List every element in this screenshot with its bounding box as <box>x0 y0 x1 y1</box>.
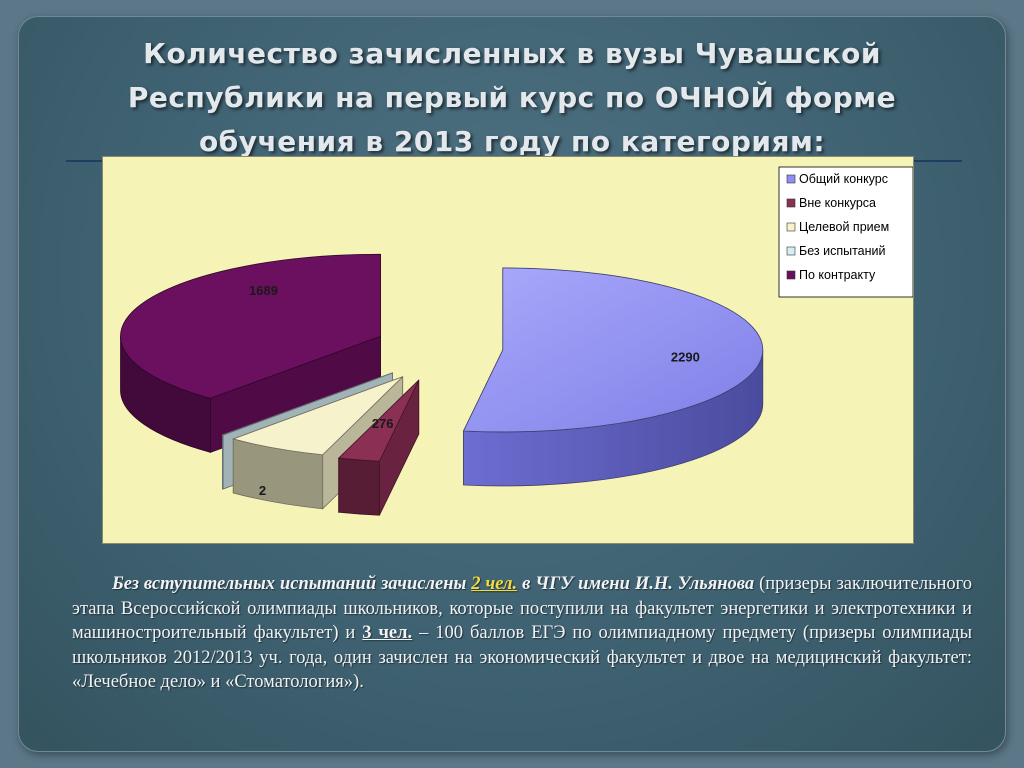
data-label-3: 276 <box>372 416 394 431</box>
legend-label-3: Целевой прием <box>799 220 889 234</box>
legend-swatch-5 <box>786 270 796 280</box>
chart-legend: Общий конкурс Вне конкурса Целевой прием Бе… <box>778 166 913 298</box>
body-paragraph: Без вступительных испытаний зачислены 2 … <box>72 572 972 695</box>
data-label-2: 112 <box>418 540 439 543</box>
data-label-5: 1689 <box>249 283 278 298</box>
title-line: Количество зачисленных в вузы Чувашской <box>143 37 881 70</box>
legend-box <box>778 166 913 298</box>
pie-slice-1 <box>462 267 764 487</box>
legend-label-2: Вне конкурса <box>799 196 876 210</box>
legend-swatch-3 <box>786 222 796 232</box>
title-line: обучения в 2013 году по категориям: <box>198 125 826 158</box>
legend-label-1: Общий конкурс <box>799 172 888 186</box>
title-line: Республики на первый курс по ОЧНОЙ форме <box>127 81 897 114</box>
legend-swatch-1 <box>786 174 796 184</box>
count-bold: 3 чел. <box>362 623 413 643</box>
details-text: (призеры заключительного этапа Всероссий… <box>72 574 973 643</box>
lead-text: Без вступительных испытаний зачислены <box>112 574 467 594</box>
legend-swatch-2 <box>786 198 796 208</box>
pie-slice-2 <box>337 379 420 516</box>
pie-slice-5 <box>120 253 381 453</box>
slide-title: Количество зачисленных в вузы Чувашской … <box>18 32 1006 164</box>
legend-swatch-4 <box>786 246 796 256</box>
lead-tail-text: в ЧГУ имени И.Н. Ульянова <box>522 574 755 594</box>
legend-label-4: Без испытаний <box>799 244 885 258</box>
pie-chart: 1689 2290 2 276 112 Общий конкурс Вне конкурс… <box>120 166 913 543</box>
details-text-2: – 100 баллов ЕГЭ по олимпиадному предмет… <box>72 623 972 692</box>
chart-area: 1689 2290 2 276 112 Общий конкурс Вне конкурс… <box>102 156 914 544</box>
legend-label-5: По контракту <box>799 268 876 282</box>
count-highlight: 2 чел. <box>471 574 518 594</box>
data-label-4: 2 <box>259 483 266 498</box>
data-label-1: 2290 <box>671 349 700 364</box>
slide: Количество зачисленных в вузы Чувашской … <box>18 16 1006 752</box>
